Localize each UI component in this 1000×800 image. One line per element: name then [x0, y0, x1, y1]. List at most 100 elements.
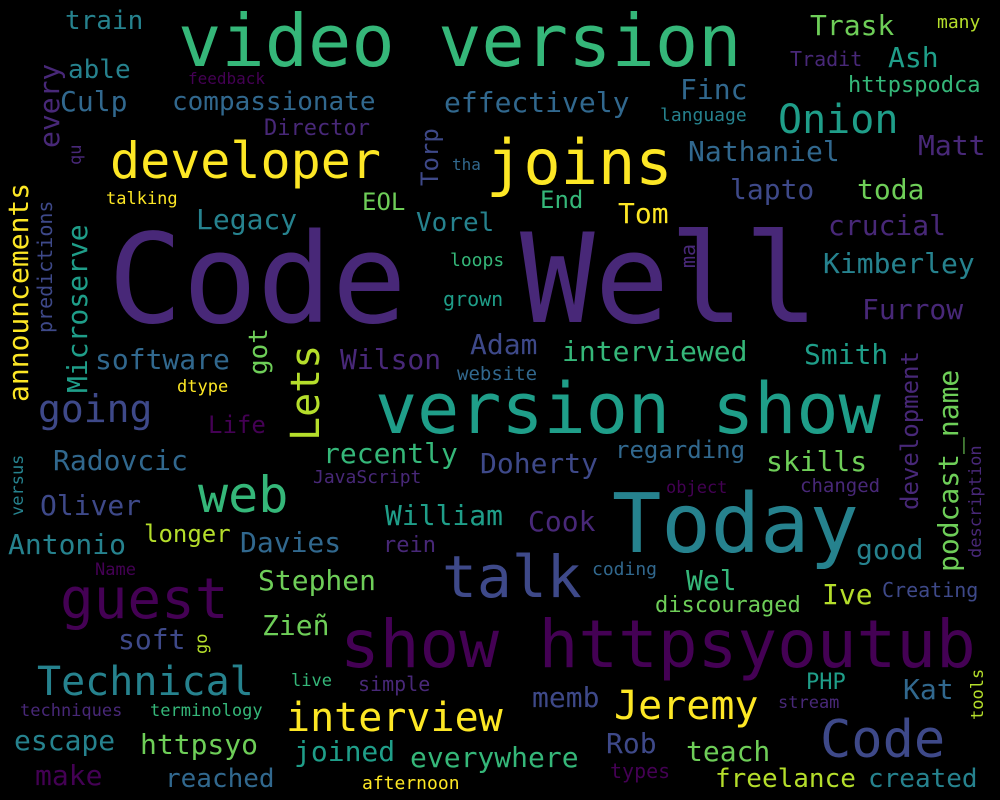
word-developer: developer	[110, 132, 381, 190]
word-good: good	[856, 533, 924, 566]
word-torp: Torp	[416, 128, 444, 186]
word-interview: interview	[286, 695, 503, 741]
word-software: software	[95, 343, 230, 376]
word-coding: coding	[592, 559, 658, 580]
word-recently: recently	[323, 437, 458, 470]
word-tradit: Tradit	[790, 47, 863, 71]
word-technical: Technical	[37, 659, 254, 705]
word-created: created	[868, 764, 978, 794]
word-feedback: feedback	[188, 69, 266, 88]
word-announcements: announcements	[2, 182, 35, 402]
word-tha: tha	[452, 155, 481, 174]
word-php: PHP	[806, 670, 846, 695]
word-end: End	[540, 186, 584, 214]
word-furrow: Furrow	[862, 293, 964, 326]
word-nathaniel: Nathaniel	[688, 135, 840, 168]
word-wel: Wel	[686, 564, 737, 597]
word-soft: soft	[118, 623, 186, 656]
word-crucial: crucial	[828, 209, 947, 242]
word-every: every	[33, 63, 66, 148]
word-qu: qu	[66, 144, 86, 165]
word-teach: teach	[686, 735, 771, 768]
word-william: William	[385, 499, 504, 532]
word-creating: Creating	[882, 578, 979, 602]
word-types: types	[610, 759, 671, 783]
word-wilson: Wilson	[340, 343, 442, 376]
word-adam: Adam	[470, 328, 538, 361]
word-rein: rein	[383, 533, 436, 558]
word-reached: reached	[165, 764, 275, 794]
word-culp: Culp	[60, 85, 128, 118]
word-web: web	[198, 466, 289, 524]
word-got: got	[244, 328, 274, 375]
word-today: Today	[612, 477, 859, 572]
word-javascript: JavaScript	[313, 467, 422, 488]
word-kimberley: Kimberley	[823, 247, 975, 280]
word-description: description	[966, 445, 986, 558]
word-antonio: Antonio	[8, 528, 127, 561]
word-oliver: Oliver	[40, 489, 142, 522]
word-onion: Onion	[778, 97, 899, 143]
word-director: Director	[264, 116, 370, 141]
word-talk: talk	[442, 543, 582, 611]
word-grown: grown	[443, 287, 504, 311]
word-object: object	[666, 478, 728, 498]
word-davies: Davies	[240, 526, 342, 559]
word-regarding: regarding	[615, 436, 746, 464]
word-language: language	[660, 105, 747, 126]
word-code-small: Code	[820, 710, 946, 770]
word-make: make	[35, 759, 103, 792]
word-development: development	[896, 351, 924, 510]
word-doherty: Doherty	[480, 447, 599, 480]
word-podcast-name: podcast_name	[932, 369, 965, 572]
word-freelance: freelance	[715, 764, 856, 794]
word-discouraged: discouraged	[655, 593, 801, 618]
word-loops: loops	[450, 250, 505, 271]
word-matt: Matt	[918, 129, 986, 162]
word-many: many	[937, 12, 981, 33]
word-legacy: Legacy	[196, 203, 298, 236]
word-effectively: effectively	[444, 86, 630, 119]
word-dtype: dtype	[177, 377, 229, 397]
word-jeremy: Jeremy	[614, 683, 759, 729]
word-going: going	[38, 387, 153, 431]
word-predictions: predictions	[33, 200, 57, 333]
word-train: train	[65, 6, 144, 36]
word-smith: Smith	[804, 338, 889, 371]
word-changed: changed	[800, 475, 881, 497]
word-zien: Zieñ	[262, 609, 330, 642]
word-microserve: Microserve	[61, 224, 94, 393]
word-live: live	[291, 671, 332, 691]
word-httpsyo: httpsyo	[140, 728, 259, 761]
word-lets: Lets	[283, 344, 329, 441]
word-cook: Cook	[528, 505, 596, 538]
word-go: go	[192, 633, 212, 654]
word-guest: guest	[60, 567, 229, 632]
word-joins: joins	[486, 126, 673, 199]
word-tom: Tom	[618, 197, 669, 230]
word-stream: stream	[778, 693, 840, 713]
word-lapto: lapto	[730, 173, 815, 206]
word-well: Well	[520, 208, 819, 352]
word-rob: Rob	[606, 727, 657, 760]
word-escape: escape	[14, 724, 116, 757]
word-terminology: terminology	[150, 701, 263, 721]
word-simple: simple	[358, 672, 431, 696]
word-longer: longer	[144, 520, 231, 548]
word-versus: versus	[8, 454, 28, 516]
word-ma: ma	[676, 243, 700, 268]
word-afternoon: afternoon	[362, 773, 460, 794]
word-vorel: Vorel	[416, 208, 495, 238]
word-toda: toda	[857, 173, 925, 206]
word-ash: Ash	[888, 41, 939, 74]
word-code-large: Code	[108, 208, 407, 352]
word-eol: EOL	[362, 188, 406, 216]
word-stephen: Stephen	[258, 564, 377, 597]
word-talking: talking	[106, 189, 178, 209]
word-name: Name	[95, 560, 136, 580]
word-everywhere: everywhere	[410, 741, 579, 774]
word-tools: tools	[968, 668, 988, 720]
word-radovcic: Radovcic	[53, 444, 188, 477]
word-skills: skills	[766, 445, 868, 478]
word-compassionate: compassionate	[172, 87, 376, 117]
